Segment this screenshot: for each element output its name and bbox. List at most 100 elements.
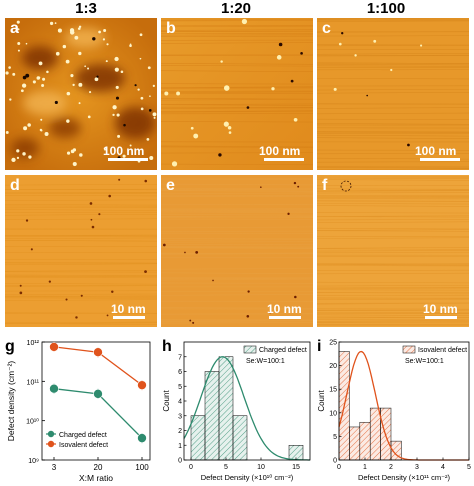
dark-defect [278,42,283,47]
y-axis-label: Defect density (cm⁻²) [6,361,16,442]
bright-adatom [39,128,43,132]
bright-adatom [17,49,20,52]
panel-label-d: d [10,177,20,194]
scan-line [5,323,157,325]
bright-adatom [122,154,126,158]
dark-defect [184,251,186,254]
scan-line [5,195,157,197]
dark-defect [54,100,58,105]
bright-adatom [17,28,20,31]
dark-defect [89,202,93,205]
scan-line [317,320,469,322]
dark-defect [195,251,199,254]
x-tick-label: 5 [224,464,228,471]
scan-line [5,209,157,211]
scale-text-c: 100 nm [415,144,457,158]
scan-line [161,97,313,100]
stm-image-d [5,175,157,327]
bright-adatom [20,89,24,93]
scan-line [317,312,469,314]
bright-adatom [54,22,57,25]
y-tick-label: 10 [329,410,337,417]
histogram-bar-2 [359,421,371,461]
scale-bar-f [425,316,457,319]
scan-line [5,263,157,266]
bright-adatom [32,80,36,84]
chart-label-h: h [162,338,172,355]
dark-defect [48,280,51,283]
bright-adatom [105,60,108,63]
stm-panel-f: f 10 nm [317,175,469,327]
legend-label: Isovalent defect [418,347,467,354]
scan-line [5,274,157,276]
legend-label: Charged defect [259,347,307,354]
bright-adatom [74,35,79,40]
dark-defect [118,178,121,181]
bright-adatom [78,102,81,105]
dark-defect [300,52,303,55]
column-header-1-3: 1:3 [75,0,97,17]
scan-line [5,188,157,190]
stm-image-c [317,18,469,170]
legend-note: Se:W=100:1 [405,358,444,365]
scan-line [317,152,469,155]
bright-adatom [139,33,143,37]
scan-line [317,52,469,55]
histogram-bar-1 [204,371,220,461]
bright-adatom [129,144,132,147]
scan-line [161,63,313,65]
chart-i-svg: 0 5 10 15 20 25 0 1 2 3 4 5 Defect Density (×10¹¹ cm… [317,340,471,483]
y-tick-label: 20 [329,363,337,370]
y-tick-label: 10¹¹ [27,379,40,386]
dark-defect [148,109,152,112]
scan-line [317,292,469,294]
scan-line [161,190,313,192]
bright-defect [223,85,230,91]
chart-label-i: i [317,338,322,355]
bright-adatom [25,42,28,45]
bright-adatom [112,105,117,110]
bright-adatom [98,30,101,34]
bright-adatom [72,83,75,87]
bright-defect [390,68,393,72]
scan-line [5,240,157,242]
scan-line [317,91,469,94]
bright-adatom [66,91,71,96]
scan-line [161,239,313,241]
scan-line [317,281,469,284]
bright-adatom [87,115,91,119]
scan-line [5,299,157,301]
fit-curve [183,356,310,461]
dark-defect [162,243,166,247]
bright-defect [193,133,199,139]
scan-line [317,203,469,205]
y-tick-label: 0 [178,458,182,465]
histogram-bar-0 [190,415,206,461]
scan-line [317,62,469,64]
scan-line [5,184,157,186]
scan-line [161,104,313,106]
bright-adatom [103,28,107,32]
scan-line [317,269,469,272]
scan-line [161,178,313,180]
stm-image-e [161,175,313,327]
scan-line [161,247,313,249]
dark-defect [294,295,297,299]
bright-adatom [129,44,132,48]
scan-line [317,192,469,194]
bright-adatom [17,41,21,45]
x-axis-label: X:M ratio [79,473,113,483]
scan-line [161,319,313,321]
scan-line [317,200,469,202]
scan-line [161,241,313,243]
dark-defect [19,284,22,287]
scan-line [161,319,313,322]
scan-line [161,42,313,44]
column-header-1-100: 1:100 [366,0,406,17]
bright-adatom [84,65,86,68]
bright-adatom [16,20,20,24]
stm-panel-a: a 100 nm [5,18,157,170]
dark-defect [75,316,78,319]
y-tick-label: 0 [333,458,337,465]
dark-defect [144,179,148,183]
